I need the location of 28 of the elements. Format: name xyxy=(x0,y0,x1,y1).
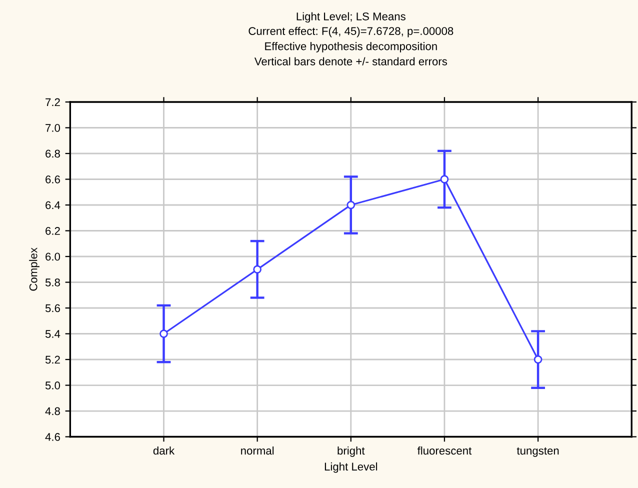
x-tick-label: tungsten xyxy=(516,447,559,457)
y-tick-label: 6.8 xyxy=(46,150,60,158)
y-tick-label: 6.4 xyxy=(46,201,60,210)
x-axis-title: Light Level xyxy=(324,462,378,473)
point xyxy=(534,355,542,364)
point xyxy=(346,200,356,210)
chart-title: Light Level; LS Means xyxy=(296,12,406,23)
x-tick-label: dark xyxy=(153,446,175,455)
x-tick-label: fluorescent xyxy=(417,446,472,455)
y-tick-label: 5.2 xyxy=(45,356,60,364)
y-tick-label: 5.6 xyxy=(45,304,60,312)
x-tick-label: bright xyxy=(338,446,365,457)
y-tick-label: 5.8 xyxy=(45,278,60,286)
point xyxy=(440,175,449,184)
y-tick-label: 5.0 xyxy=(45,382,60,390)
y-tick-label: 4.8 xyxy=(45,407,60,416)
y-tick-label: 6.6 xyxy=(46,176,60,184)
y-tick-label: 6.2 xyxy=(46,227,60,235)
y-axis-title: Complex xyxy=(29,248,40,291)
y-tick-label: 5.4 xyxy=(45,330,60,338)
point xyxy=(160,330,168,338)
point xyxy=(253,265,262,274)
y-tick-label: 7.2 xyxy=(46,98,60,106)
x-tick-label: normal xyxy=(241,446,274,455)
y-tick-label: 4.6 xyxy=(45,433,60,441)
y-tick-label: 7.0 xyxy=(46,124,60,132)
chart-subtitle: Current effect: F(4, 45)=7.6728, p=.00008 Effective hypothesis decomposition Vertical bars denote +/- standard errors xyxy=(248,26,454,66)
y-tick-label: 6.0 xyxy=(46,252,60,261)
